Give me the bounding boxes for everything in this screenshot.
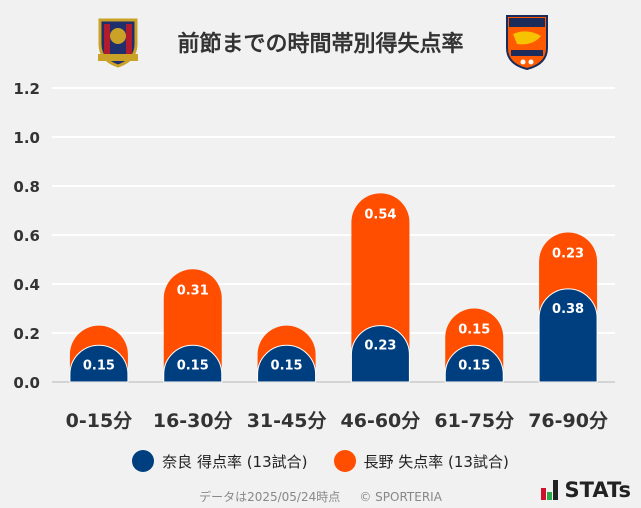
data-label-nara: 0.15 [83,358,115,373]
nagano-legend-dot-icon [333,450,356,472]
data-date: データは2025/05/24時点 [199,490,341,504]
legend-label-nara: 奈良 得点率 (13試合) [162,452,308,471]
legend: 奈良 得点率 (13試合) 長野 失点率 (13試合) [0,450,641,472]
data-label-nara: 0.15 [271,358,303,373]
data-label-nara: 0.15 [177,358,209,373]
x-tick-label: 0-15分 [66,410,133,432]
y-tick-label: 0.4 [13,276,40,294]
chart-title: 前節までの時間帯別得失点率 [177,32,464,57]
data-label-nagano: 0.31 [177,283,209,298]
data-label-nara: 0.23 [364,339,396,354]
y-tick-label: 0.2 [13,325,40,343]
bar-nara [538,288,598,383]
bar-nara [257,344,317,383]
x-tick-label: 16-30分 [153,410,233,432]
nara-logo [98,18,138,68]
nara-legend-dot-icon [132,450,155,472]
copyright: © SPORTERIA [359,490,442,504]
bar-nara [350,325,410,383]
legend-item-nagano[interactable]: 長野 失点率 (13試合) [333,450,509,472]
bar-nara [163,344,223,383]
stats-brand-text: STATs [564,478,631,502]
data-label-nagano: 0.23 [552,247,584,262]
y-tick-label: 1.0 [13,129,40,147]
x-tick-label: 76-90分 [528,410,608,432]
data-label-nara: 0.15 [458,358,490,373]
y-tick-label: 0.6 [13,227,40,245]
data-label-nagano: 0.54 [364,207,396,222]
data-label-nara: 0.38 [552,302,584,317]
y-tick-label: 0.8 [13,178,40,196]
y-tick-label: 0.0 [13,374,40,392]
legend-label-nagano: 長野 失点率 (13試合) [363,452,509,471]
stats-bars-icon [540,480,558,500]
data-label-nagano: 0.15 [458,323,490,338]
footer: データは2025/05/24時点 © SPORTERIA [0,488,641,505]
bar-nara [444,344,504,383]
stats-brand: STATs [540,478,631,502]
x-tick-label: 61-75分 [434,410,514,432]
y-tick-label: 1.2 [13,80,40,98]
legend-item-nara[interactable]: 奈良 得点率 (13試合) [132,450,308,472]
x-tick-label: 31-45分 [247,410,327,432]
x-tick-label: 46-60分 [341,410,421,432]
nagano-logo [506,15,548,70]
bar-nara [69,344,129,383]
